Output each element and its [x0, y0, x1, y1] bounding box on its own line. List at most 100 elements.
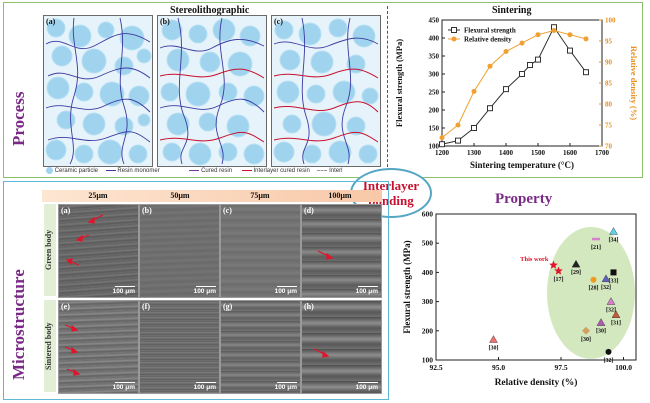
property-title: Property	[495, 191, 553, 207]
red-arrows-e	[64, 324, 81, 376]
property-point	[549, 260, 558, 269]
sintering-chart: 1200 1300 1400 1500 1600 1700 100 150 200 250 300 3…	[394, 17, 639, 171]
resin-monomer-swatch	[105, 170, 116, 171]
sinter-strength-point	[527, 62, 533, 68]
sinter-yl-tick-label: 400	[429, 35, 440, 43]
sem-image-c: (c) 100 μm	[220, 204, 301, 298]
property-x-tick-label: 92.5	[429, 363, 442, 372]
sem-d-label: (d)	[304, 206, 314, 215]
property-point-label: [30]	[489, 346, 499, 352]
scale-f: 100 μm	[193, 384, 216, 391]
property-point-label: [32]	[604, 358, 614, 364]
stereo-panel-b: (b)	[157, 15, 267, 167]
sem-image-b: (b) 100 μm	[139, 204, 220, 298]
property-point-label: This work	[520, 256, 549, 263]
property-point-label: [34]	[609, 238, 619, 244]
row-header-green-body: Green body	[44, 204, 56, 296]
sinter-x-tick-label: 1400	[499, 149, 514, 157]
sinter-x-axis-label: Sintering temperature (°C)	[470, 160, 574, 170]
sem-image-e: (e) 100 μm	[58, 300, 139, 394]
sinter-x-tick-label: 1300	[467, 149, 482, 157]
stereo-panel-b-label: (b)	[160, 17, 170, 26]
property-point-label: [17]	[554, 277, 564, 283]
sem-e-label: (e)	[61, 302, 70, 311]
sem-image-g: (g) 100 μm	[220, 300, 301, 394]
stereo-panel-a: (a)	[43, 15, 153, 167]
property-point	[605, 348, 612, 355]
property-point-label: [32]	[606, 308, 616, 314]
sinter-density-point	[535, 32, 541, 38]
property-point	[592, 237, 600, 241]
property-y-tick-label: 100	[422, 356, 434, 365]
red-arrows-a	[65, 214, 104, 266]
sem-f-label: (f)	[142, 302, 150, 311]
legend-resin-monomer: Resin monomer	[117, 168, 160, 175]
property-plot-frame	[435, 213, 637, 361]
sinter-strength-point	[519, 71, 525, 77]
sem-image-d: (d) 100 μm	[301, 204, 382, 298]
property-point	[611, 310, 621, 318]
property-point	[610, 269, 617, 276]
scalebar-b	[196, 285, 216, 287]
stereolithographic-title: Stereolithographic	[170, 5, 250, 16]
sinter-strength-point	[583, 69, 589, 76]
sinter-yl-tick-label: 450	[429, 17, 440, 25]
microstructure-label: Microstructure	[9, 269, 28, 380]
col-header-25: 25μm	[88, 191, 108, 200]
column-header-band	[42, 190, 382, 202]
sinter-x-tick-label: 1500	[531, 149, 546, 157]
stereo-panel-c-label: (c)	[274, 17, 283, 26]
sem-image-a: (a) 100 μm	[58, 204, 139, 298]
legend-interl: Interl	[329, 168, 343, 175]
scalebar-a	[115, 285, 135, 287]
property-point-label: [21]	[591, 245, 601, 251]
sinter-x-tick-label: 1600	[563, 149, 578, 157]
col-header-75: 75μm	[250, 191, 270, 200]
sem-a-label: (a)	[61, 206, 71, 215]
scalebar-e	[115, 381, 135, 383]
legend-ceramic-particle: Ceramic particle	[54, 168, 99, 175]
sinter-strength-point	[439, 141, 445, 148]
scale-b: 100 μm	[193, 288, 216, 295]
interl-swatch	[317, 169, 328, 172]
stereo-illustration-a	[45, 17, 152, 165]
scalebar-g	[277, 381, 297, 383]
sinter-yl-tick-label: 150	[429, 125, 440, 133]
stereo-illustration-c	[273, 17, 379, 165]
property-point-label: [28]	[589, 286, 599, 292]
property-point-label: [32]	[601, 285, 611, 291]
property-y-axis-label: Flexural strength (MPa)	[402, 240, 412, 333]
sinter-x-tick-label: 1700	[595, 149, 610, 157]
property-point-label: [33]	[609, 278, 619, 284]
row-header-sintered-body: Sintered body	[44, 300, 56, 392]
sinter-yr-tick-label: 90	[605, 59, 613, 67]
property-y-tick-label: 200	[422, 326, 434, 335]
scalebar-h	[358, 381, 378, 383]
sinter-strength-point	[471, 125, 477, 131]
sinter-density-point	[471, 88, 477, 94]
sintering-title: Sintering	[492, 5, 532, 16]
property-y-tick-label: 600	[422, 210, 434, 219]
scale-h: 100 μm	[355, 384, 378, 391]
process-divider	[387, 6, 388, 172]
stereo-panel-a-label: (a)	[46, 17, 56, 26]
property-point	[590, 276, 597, 283]
sinter-yr-tick-label: 100	[605, 17, 616, 25]
sinter-strength-point	[503, 86, 509, 93]
sinter-yl-tick-label: 200	[429, 107, 440, 115]
sem-image-f: (f) 100 μm	[139, 300, 220, 394]
sinter-yr-tick-label: 85	[605, 80, 613, 88]
sinter-strength-point	[487, 105, 493, 112]
stereo-panel-c: (c)	[271, 15, 381, 167]
cured-resin-swatch	[189, 170, 200, 171]
property-chart: 92.5 95.0 97.5 100.0 100 200 300 400 500 600 Relat…	[402, 210, 637, 388]
process-panel	[3, 2, 643, 178]
microstructure-panel	[3, 181, 389, 400]
sinter-series-line	[441, 26, 587, 145]
sinter-density-point	[439, 135, 445, 141]
property-point	[601, 274, 611, 283]
sem-c-label: (c)	[223, 206, 232, 215]
property-y-tick-label: 400	[422, 268, 434, 277]
property-point-label: [31]	[611, 321, 621, 327]
sinter-yr-tick-label: 80	[605, 101, 613, 109]
